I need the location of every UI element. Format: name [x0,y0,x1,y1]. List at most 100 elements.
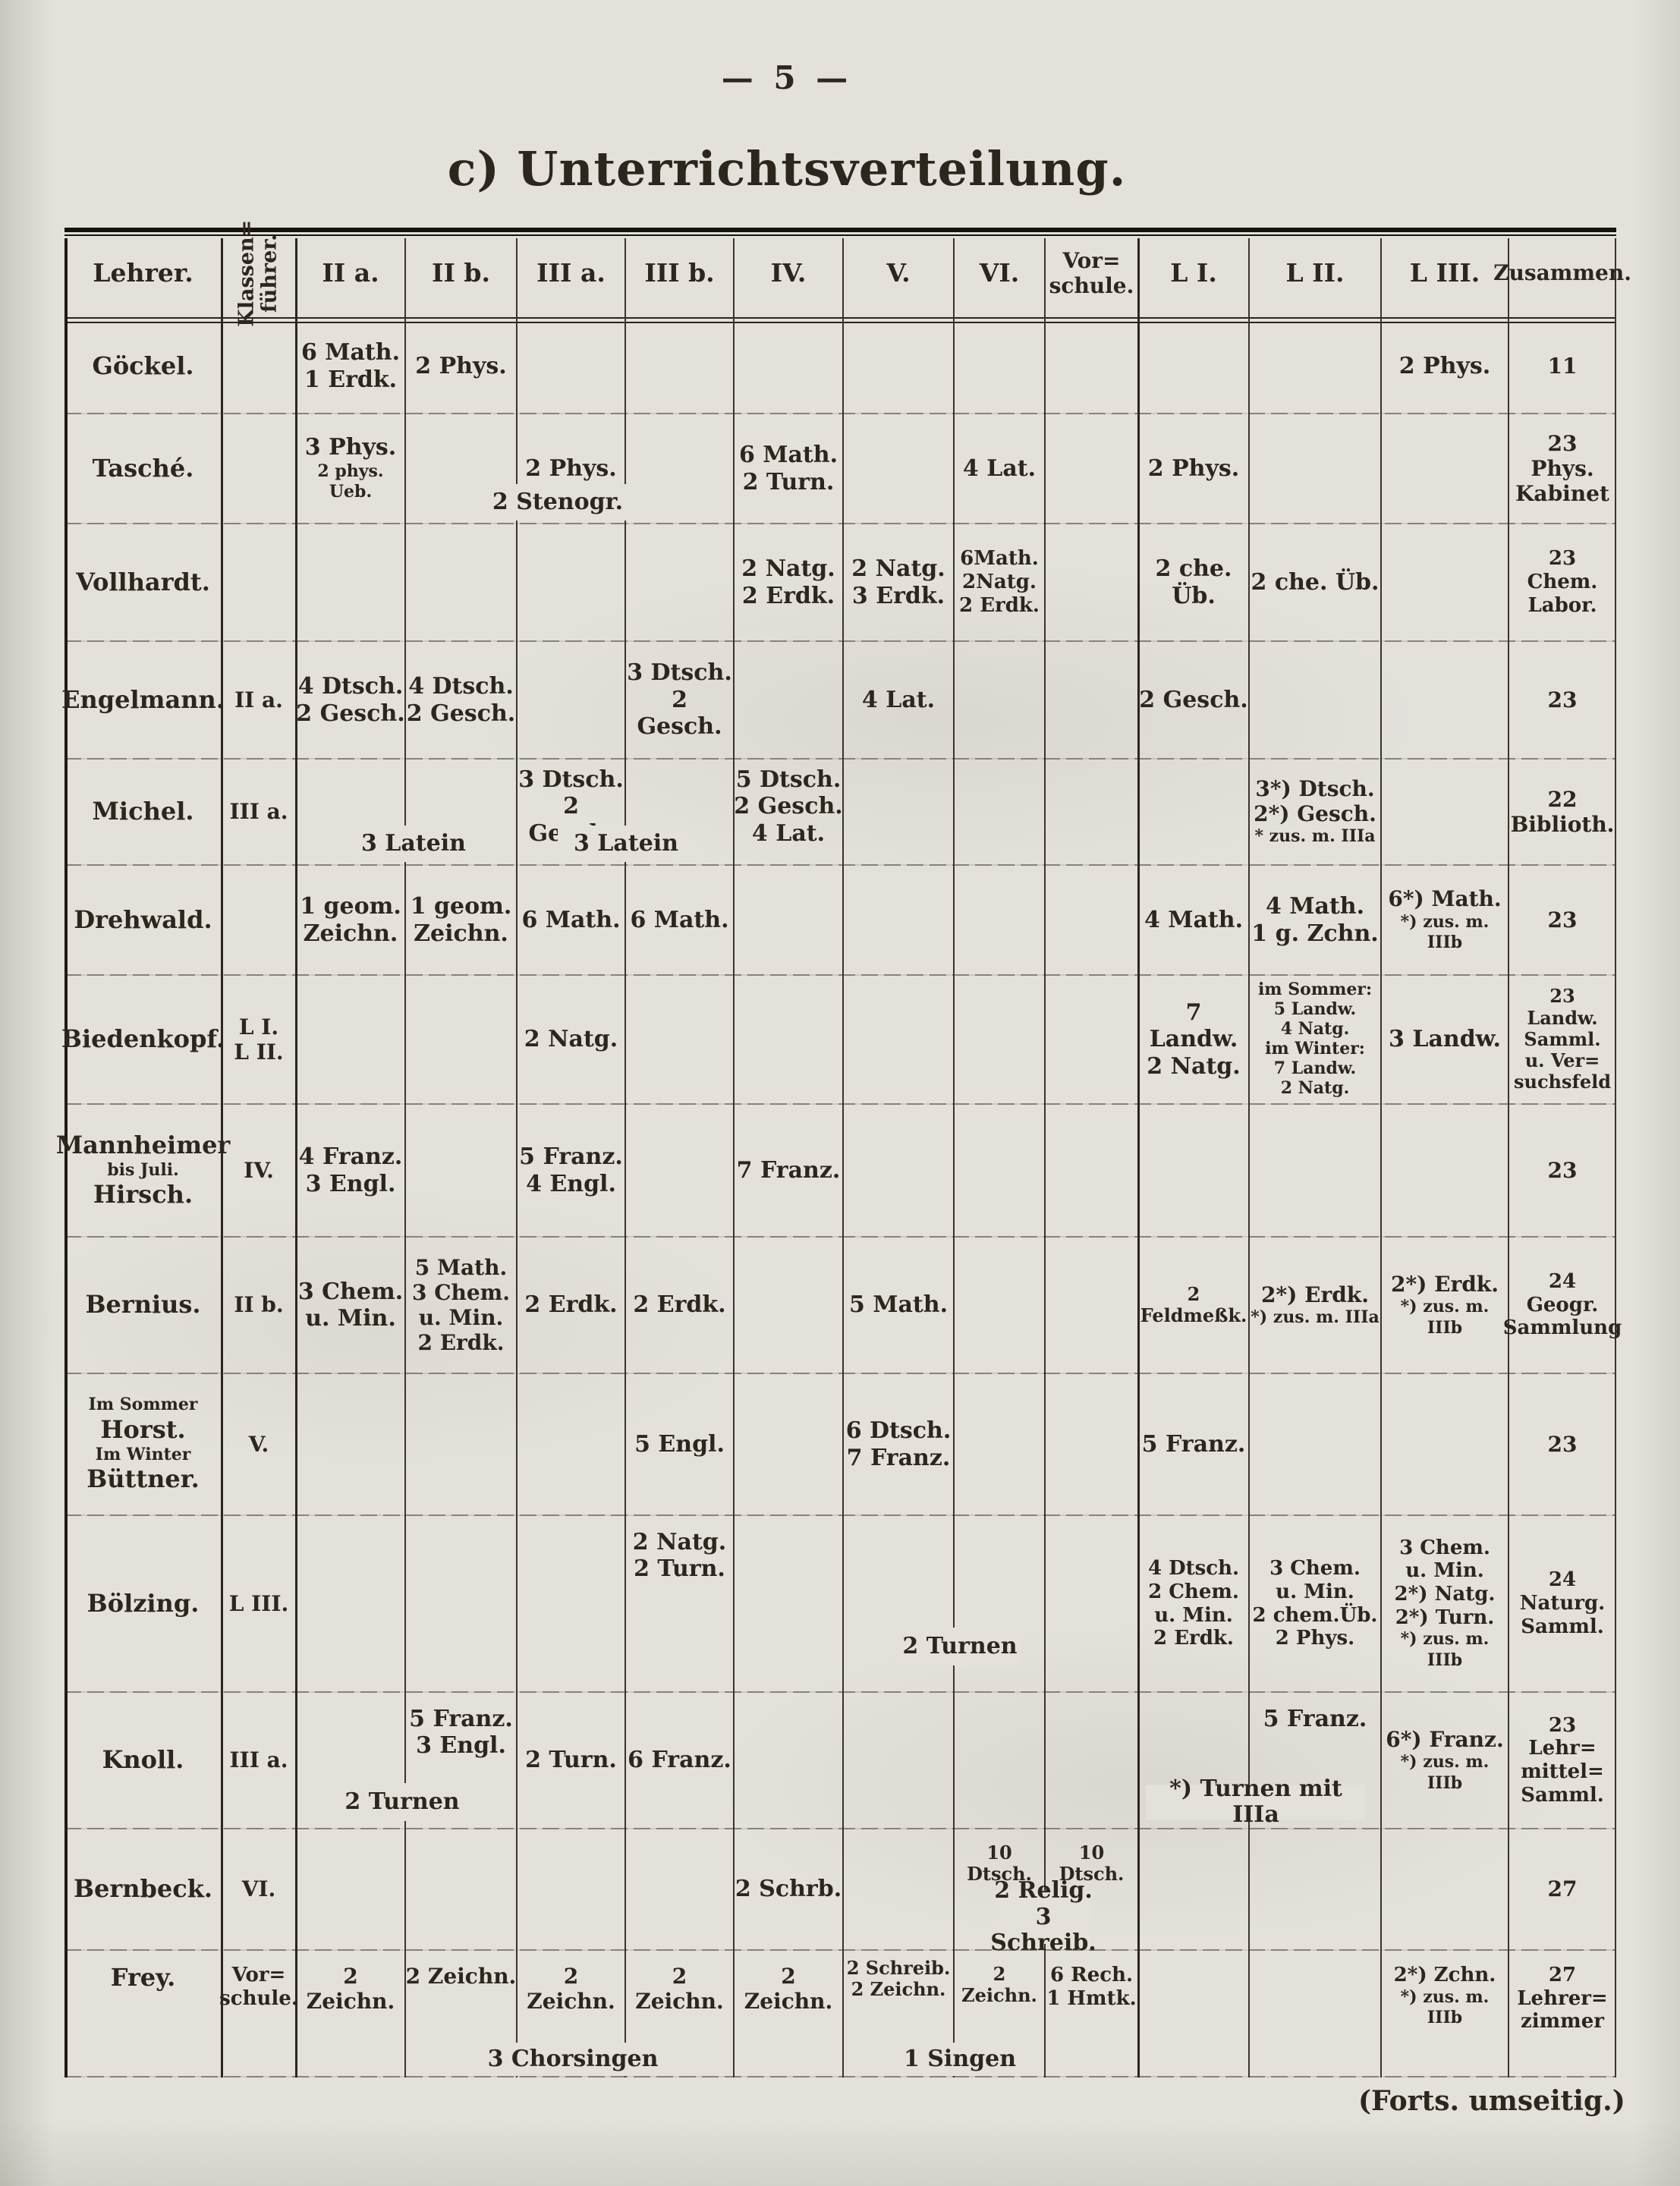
cell-bernius-LII-main: 2*) Erdk. [1261,1282,1369,1307]
cell-bernius-sum: 24 Geogr. Sammlung [1502,1269,1622,1340]
cell-vollhardt-LI: 2 che. Üb. [1155,555,1232,609]
column-rule [1380,238,1382,2077]
cell-bernius-IIa: 3 Chem. u. Min. [297,1278,404,1332]
cell-frey-IV: 2 Zeichn. [744,1964,833,2015]
column-rule [624,238,626,2077]
cell-frey-LIII-sub: *) zus. m. IIIb [1400,1986,1490,2028]
column-rule [64,238,68,2077]
cell-drehwald-LII: 4 Math. 1 g. Zchn. [1251,893,1379,947]
col-header-LIII: L III. [1409,257,1480,288]
col-header-LII: L II. [1285,257,1345,288]
cell-boelzing-sum: 24 Naturg. Samml. [1519,1568,1606,1638]
cell-goeckel-sum: 11 [1547,353,1578,379]
cell-frey-V: 2 Schreib. 2 Zeichn. [846,1957,951,2001]
cell-frey-LIII-main: 2*) Zchn. [1393,1964,1496,1986]
teacher-engelmann: Engelmann. [61,684,225,714]
cell-biedenkopf-LII: im Sommer: 5 Landw. 4 Natg. im Winter: 7… [1257,980,1373,1098]
col-header-IIIa: III a. [536,257,606,288]
cell-bernbeck-IV: 2 Schrb. [735,1876,842,1903]
cell-knoll-LIII: 6*) Franz. *) zus. m. IIIb [1381,1692,1509,1829]
span-latein-IIa-IIb: 3 Latein [345,826,482,862]
cell-drehwald-IIa: 1 geom. Zeichn. [300,893,401,947]
teacher-bernius: Bernius. [85,1290,201,1319]
cell-michel-LII: 3*) Dtsch. 2*) Gesch. * zus. m. IIIa [1249,759,1381,865]
cell-drehwald-LI: 4 Math. [1144,906,1244,933]
cell-mannheimer-IV: 7 Franz. [736,1156,841,1184]
cell-michel-sum: 22 Biblioth. [1510,786,1615,837]
teacher-biedenkopf: Biedenkopf. [61,1024,225,1054]
column-rule [1248,238,1250,2077]
cell-biedenkopf-LIII: 3 Landw. [1389,1026,1501,1053]
column-rule [1508,238,1509,2077]
cell-bernius-IIb: 5 Math. 3 Chem. u. Min. 2 Erdk. [411,1254,511,1356]
cell-horst-IIIb: 5 Engl. [634,1430,725,1458]
cell-tasche-IIa-main: 3 Phys. [304,434,397,461]
cell-frey-VI: 2 Zeichn. [961,1963,1037,2007]
teacher-goeckel: Göckel. [92,351,194,380]
cell-bernbeck-sum: 27 [1547,1876,1578,1902]
cell-engelmann-IIIb: 3 Dtsch. 2 Gesch. [627,659,732,741]
col-header-IV: IV. [770,257,807,288]
cell-knoll-IIIa: 2 Turn. [525,1747,617,1774]
teacher-buettner: Büttner. [87,1464,200,1493]
cell-knoll-IIb: 5 Franz. 3 Engl. [409,1706,513,1760]
cell-tasche-IV: 6 Math. 2 Turn. [738,442,838,495]
cell-bernbeck-klf: VI. [241,1876,276,1902]
col-header-VI: VI. [979,257,1020,288]
row-separator [64,758,1616,760]
row-separator [64,1828,1616,1829]
col-header-lehrer: Lehrer. [93,257,193,288]
column-rule [733,238,735,2077]
cell-boelzing-LIII-sub: *) zus. m. IIIb [1400,1629,1490,1670]
cell-horst-klf: V. [248,1431,269,1457]
teacher-bernbeck: Bernbeck. [73,1874,213,1904]
cell-frey-sum: 27 Lehrer= zimmer [1517,1964,1608,2033]
cell-knoll-LII: 5 Franz. [1263,1706,1367,1732]
cell-bernius-LIII-main: 2*) Erdk. [1391,1271,1499,1297]
teacher-vollhardt: Vollhardt. [76,567,210,596]
cell-bernius-IIIa: 2 Erdk. [524,1291,618,1319]
cell-frey-LIII: 2*) Zchn. *) zus. m. IIIb [1381,1950,1509,2079]
cell-tasche-IIa: 3 Phys. 2 phys. Ueb. [296,414,405,524]
cell-bernius-klf: II b. [234,1292,284,1318]
teacher-mannheimer-hirsch: Mannheimer bis Juli. Hirsch. [56,1104,231,1237]
cell-engelmann-LI: 2 Gesch. [1139,686,1248,713]
row-separator [64,1691,1616,1693]
cell-drehwald-LIII-main: 6*) Math. [1388,886,1502,912]
cell-boelzing-LIII: 3 Chem. u. Min. 2*) Natg. 2*) Turn. *) zu… [1381,1515,1509,1692]
cell-drehwald-sum: 23 [1547,907,1578,933]
cell-biedenkopf-LI: 7 Landw. 2 Natg. [1147,999,1241,1080]
col-header-klassenfuehrer: Klassen= führer. [222,219,296,326]
cell-horst-LI: 5 Franz. [1141,1430,1246,1458]
cell-engelmann-IIb: 4 Dtsch. 2 Gesch. [406,673,516,727]
cell-drehwald-IIIb: 6 Math. [630,906,729,933]
row-separator [64,640,1616,642]
teacher-michel: Michel. [92,797,194,826]
cell-bernius-LII: 2*) Erdk. *) zus. m. IIIa [1249,1237,1381,1373]
column-rule [516,238,518,2077]
cell-knoll-klf: III a. [229,1747,288,1773]
cell-tasche-IIIa: 2 Phys. [525,454,617,482]
span-turnen-footnote: *) Turnen mit IIIa [1146,1776,1366,1828]
teacher-knoll: Knoll. [102,1745,184,1775]
span-turnen-IIa-IIb: 2 Turnen [341,1783,463,1821]
page-title: c) Unterrichtsverteilung. [447,141,1127,197]
teacher-mannheimer: Mannheimer [55,1131,231,1159]
row-separator [64,864,1616,866]
header-rule [64,317,1616,319]
col-header-IIb: II b. [432,257,490,288]
column-rule [404,238,406,2077]
cell-goeckel-IIb: 2 Phys. [415,352,507,379]
teacher-horst-season: Im Sommer [88,1395,198,1415]
cell-bernius-LIII: 2*) Erdk. *) zus. m. IIIb [1381,1237,1509,1373]
teacher-horst: Horst. [100,1414,186,1444]
cell-engelmann-klf: II a. [234,687,283,712]
cell-michel-IV: 5 Dtsch. 2 Gesch. 4 Lat. [734,766,843,847]
span-chorsingen: 3 Chorsingen [486,2043,660,2076]
teaching-distribution-table: Lehrer. Klassen= führer. II a. II b. III… [56,219,1631,2079]
cell-frey-vorschule: 6 Rech. 1 Hmtk. [1046,1964,1137,2010]
cell-mannheimer-klf: IV. [244,1157,274,1183]
column-rule [1044,238,1046,2077]
row-separator [64,1103,1616,1105]
